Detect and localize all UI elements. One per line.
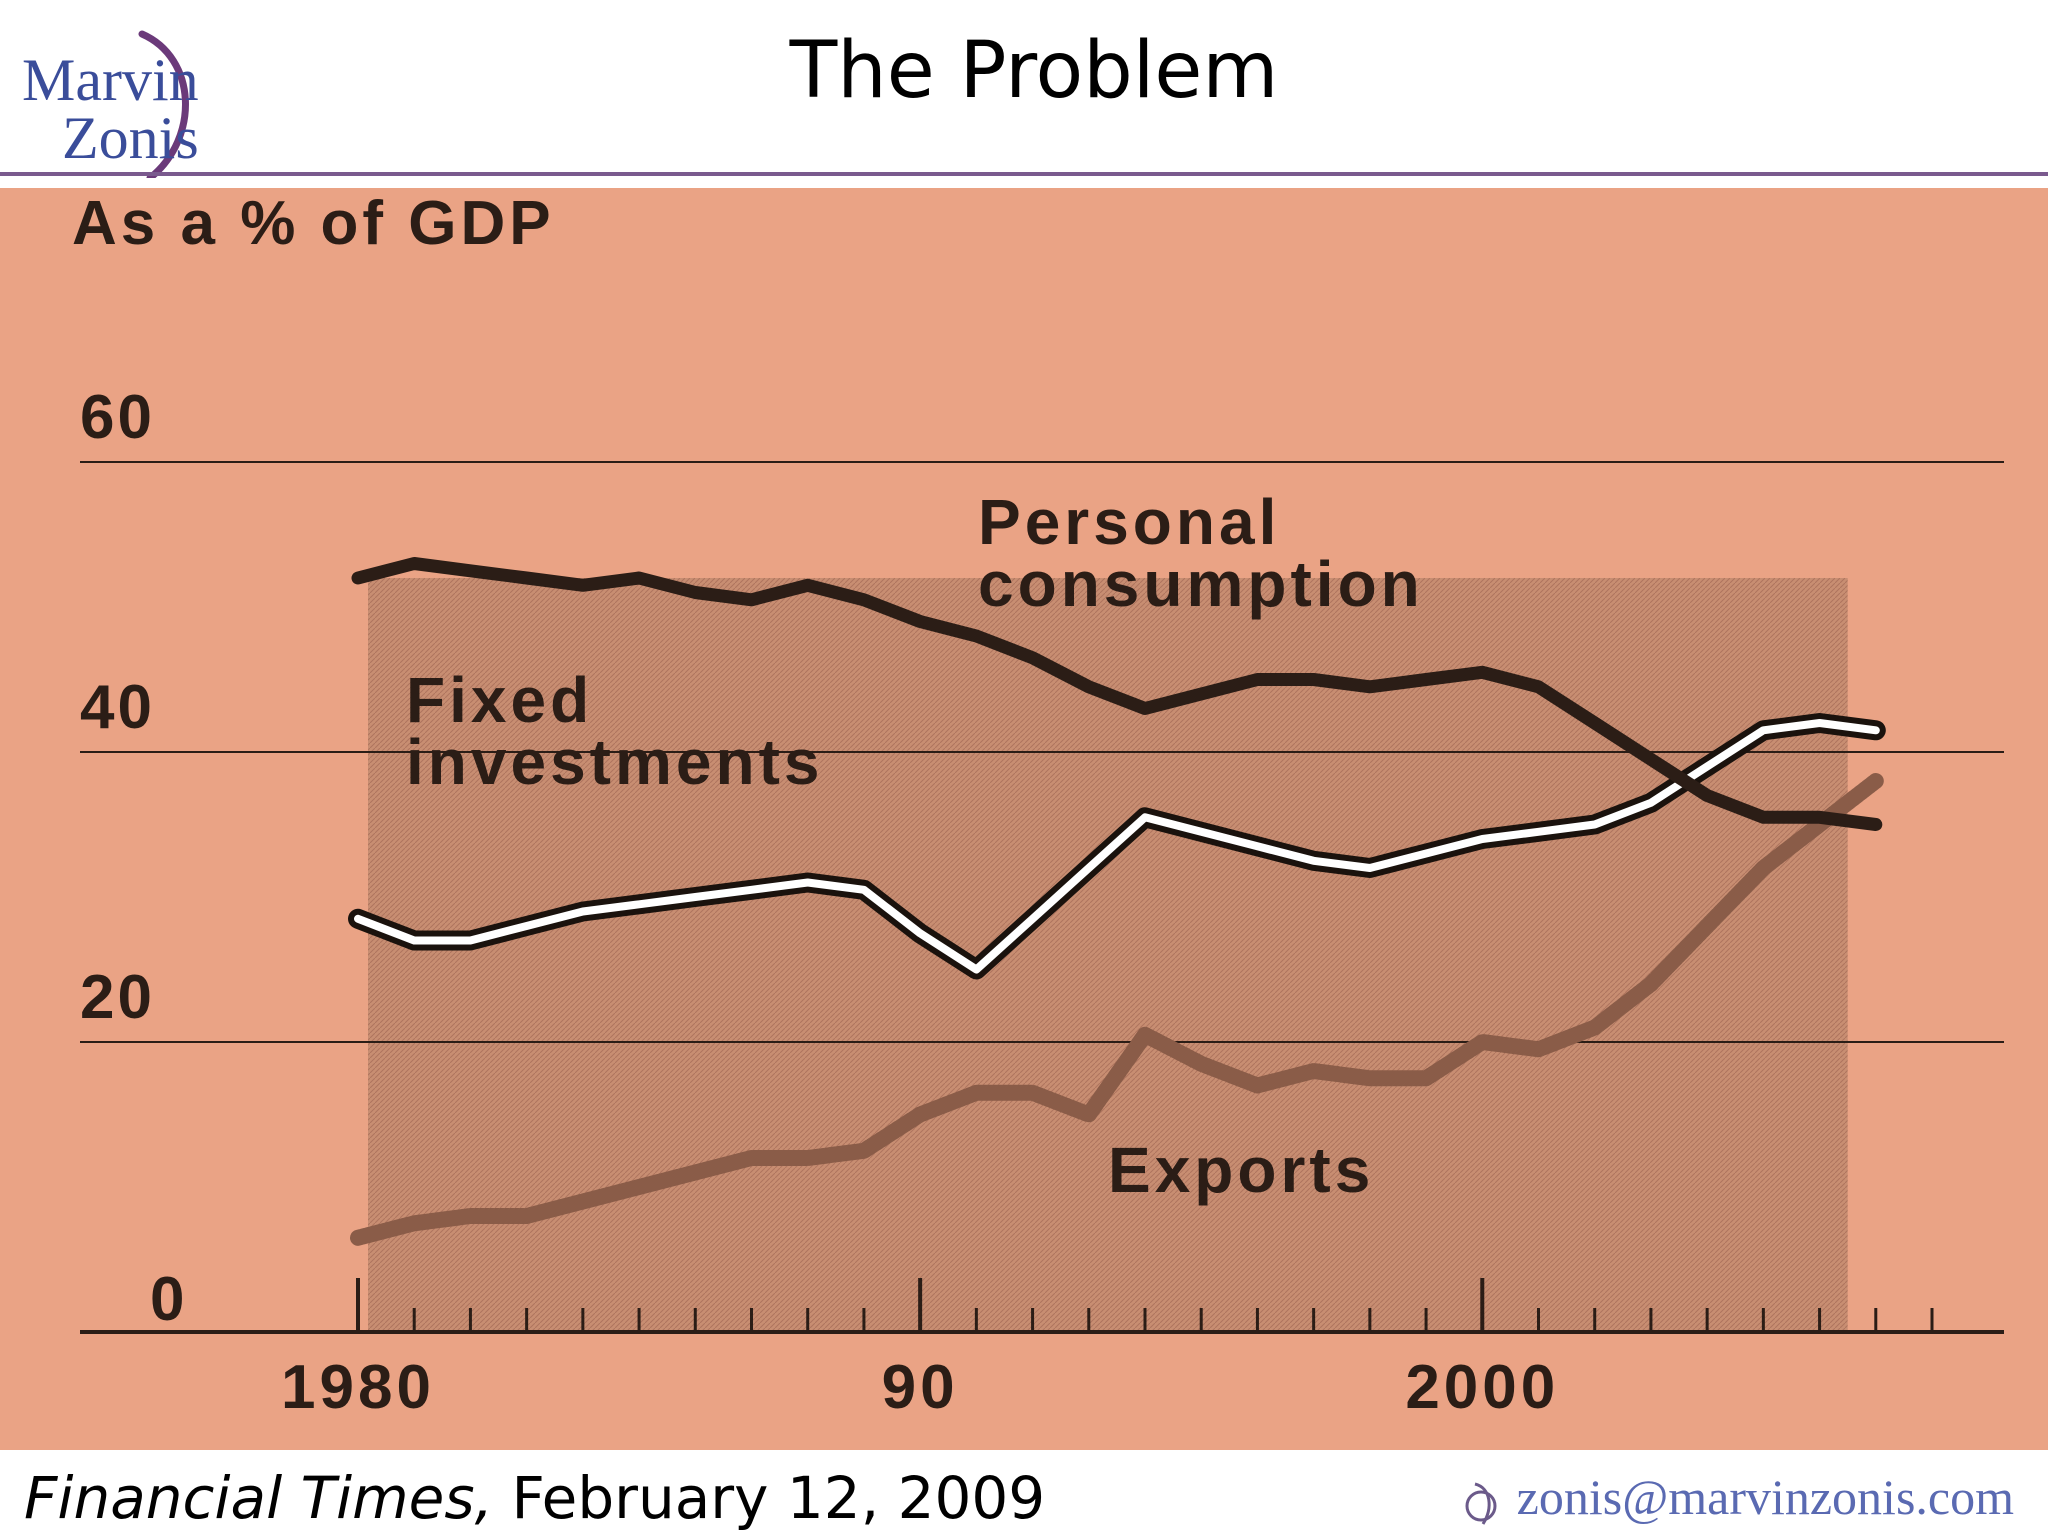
x-tick-label: 90 [882, 1353, 959, 1422]
series-label-fixed-investments: investments [406, 726, 823, 798]
series-line-fixed-investments [354, 719, 1880, 974]
series-label-fixed-investments: Fixed [406, 664, 593, 736]
marvin-zonis-logo: Marvin Zonis [22, 28, 242, 178]
logo-line-1: Marvin [22, 47, 199, 113]
page-title: The Problem [789, 26, 1279, 116]
y-tick-label: 60 [80, 383, 155, 452]
title-divider [0, 172, 2048, 176]
contact-email-text[interactable]: zonis@marvinzonis.com [1516, 1469, 2014, 1525]
chart-shaded-region [368, 578, 1848, 1332]
source-date: February 12, 2009 [511, 1464, 1046, 1532]
chart-panel: As a % of GDP 0 20 40 60 1980 90 2000 Persona… [0, 188, 2048, 1450]
logo-line-2: Zonis [62, 105, 199, 171]
series-line-exports [350, 773, 1884, 1246]
y-tick-label: 20 [80, 963, 155, 1032]
x-tick-label: 2000 [1405, 1353, 1559, 1422]
x-tick-label: 1980 [281, 1353, 435, 1422]
y-tick-label: 0 [150, 1265, 187, 1334]
y-axis-label: As a % of GDP [72, 189, 555, 258]
logo-swoosh-icon [138, 30, 189, 178]
gdp-share-chart: As a % of GDP 0 20 40 60 1980 90 2000 Persona… [72, 189, 2004, 1422]
y-tick-label: 40 [80, 673, 155, 742]
series-label-exports: Exports [1108, 1134, 1374, 1206]
series-line-personal-consumption [351, 557, 1883, 831]
contact-email[interactable]: zonis@marvinzonis.com [1461, 1468, 2014, 1528]
source-publication: Financial Times, [24, 1464, 494, 1532]
zonis-mark-icon [1465, 1482, 1497, 1525]
series-label-personal-consumption: Personal [978, 486, 1280, 558]
source-citation: Financial Times, February 12, 2009 [24, 1464, 1045, 1532]
series-label-personal-consumption: consumption [978, 548, 1424, 620]
